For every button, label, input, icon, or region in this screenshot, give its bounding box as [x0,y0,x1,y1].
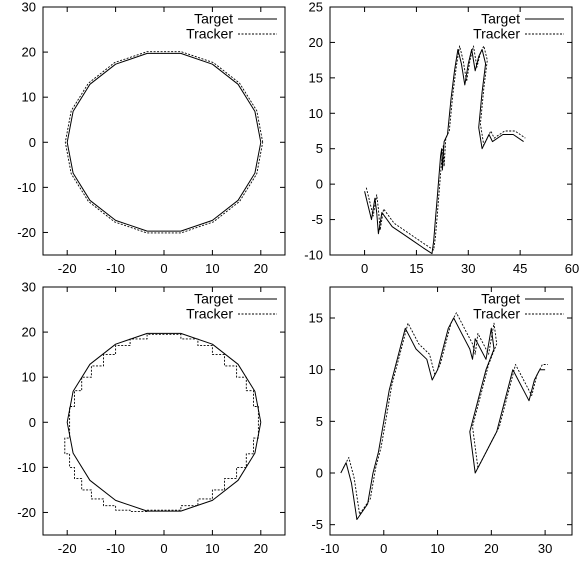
y-tick-label: 10 [22,370,36,385]
x-tick-label: 20 [484,541,498,556]
series-tracker-line [343,312,548,515]
x-tick-label: -20 [58,541,77,556]
legend-label-target: Target [481,291,520,307]
legend-label-tracker: Tracker [473,26,520,42]
x-tick-label: -20 [58,261,77,276]
legend-label-tracker: Tracker [186,306,233,322]
x-tick-label: 0 [160,261,167,276]
y-tick-label: 0 [29,135,36,150]
y-tick-label: 0 [316,177,323,192]
series-tracker-line [64,51,264,234]
y-tick-label: 0 [316,466,323,481]
y-tick-label: 15 [309,70,323,85]
legend-label-tracker: Tracker [186,26,233,42]
plot-frame [42,6,286,256]
legend-label-target: Target [194,291,233,307]
x-tick-label: 0 [380,541,387,556]
y-tick-label: -10 [17,460,36,475]
y-tick-label: 5 [316,414,323,429]
x-tick-label: 0 [361,261,368,276]
y-tick-label: -10 [17,180,36,195]
y-tick-label: -20 [17,505,36,520]
x-tick-label: 30 [538,541,552,556]
legend-label-tracker: Tracker [473,306,520,322]
legend-label-target: Target [194,11,233,27]
legend-label-target: Target [481,11,520,27]
plot-frame [329,6,573,256]
plot-frame [329,286,573,536]
x-tick-label: 20 [254,541,268,556]
series-tracker-line [365,45,526,251]
x-tick-label: 45 [513,261,527,276]
series-target-line [66,52,262,232]
x-tick-label: 10 [205,261,219,276]
x-tick-label: 60 [565,261,579,276]
y-tick-label: 30 [22,0,36,15]
x-tick-label: 20 [254,261,268,276]
y-tick-label: -5 [311,517,323,532]
y-tick-label: 30 [22,280,36,295]
y-tick-label: 10 [309,362,323,377]
y-tick-label: 25 [309,0,323,15]
series-tracker-line [64,333,259,513]
x-tick-label: -10 [321,541,340,556]
x-tick-label: 10 [205,541,219,556]
series-target-line [66,332,262,512]
y-tick-label: 20 [309,35,323,50]
y-tick-label: -5 [311,212,323,227]
y-tick-label: 20 [22,45,36,60]
x-tick-label: 0 [160,541,167,556]
plot-frame [42,286,286,536]
y-tick-label: 10 [309,106,323,121]
x-tick-label: -10 [106,261,125,276]
y-tick-label: 0 [29,415,36,430]
y-tick-label: 5 [316,141,323,156]
x-tick-label: -10 [106,541,125,556]
series-target-line [340,317,546,520]
y-tick-label: 15 [309,311,323,326]
y-tick-label: -20 [17,225,36,240]
x-tick-label: 10 [430,541,444,556]
y-tick-label: -10 [304,248,323,263]
y-tick-label: 10 [22,90,36,105]
series-target-line [364,49,524,255]
x-tick-label: 30 [461,261,475,276]
y-tick-label: 20 [22,325,36,340]
x-tick-label: 15 [409,261,423,276]
